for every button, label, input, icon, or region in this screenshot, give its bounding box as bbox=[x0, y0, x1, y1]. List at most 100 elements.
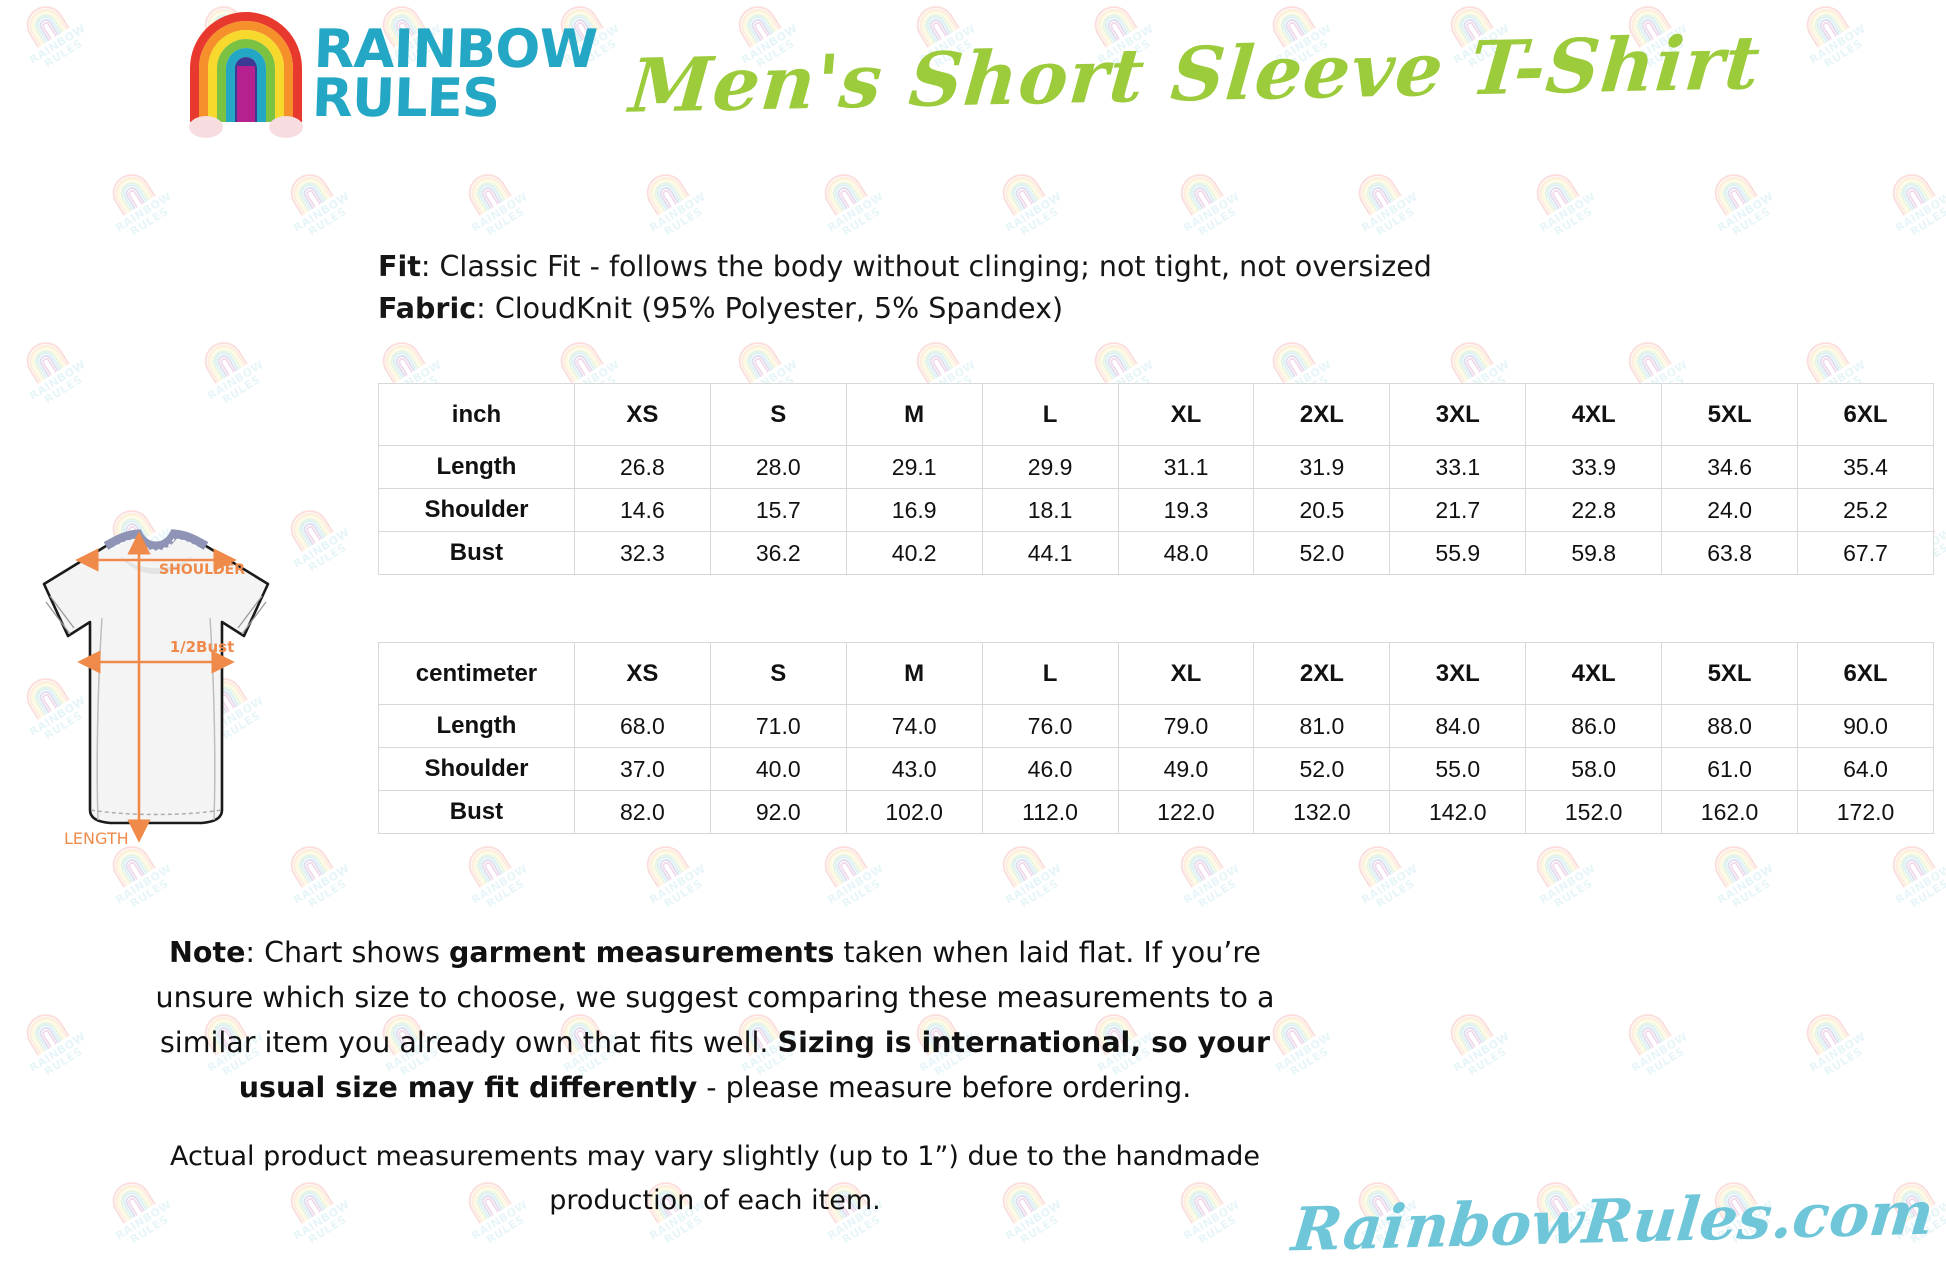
watermark-arc bbox=[1550, 860, 1568, 880]
watermark-arc bbox=[1725, 184, 1748, 210]
watermark-arc bbox=[571, 352, 594, 378]
watermark-arc bbox=[923, 349, 952, 379]
watermark-arc bbox=[999, 842, 1044, 887]
watermark-arc bbox=[304, 860, 322, 880]
watermark-arc bbox=[660, 188, 678, 208]
watermark-arc bbox=[1286, 356, 1304, 376]
watermark-arc bbox=[37, 1024, 60, 1050]
watermark-arc bbox=[475, 181, 504, 211]
product-intro: Fit: Classic Fit - follows the body with… bbox=[378, 246, 1432, 330]
table-size-header-4xl: 4XL bbox=[1525, 642, 1663, 705]
table-cell: 74.0 bbox=[845, 704, 983, 748]
watermark-arc bbox=[1896, 177, 1930, 212]
watermark-arc bbox=[999, 170, 1044, 215]
watermark-arc bbox=[33, 1021, 62, 1051]
watermark-arc bbox=[1725, 856, 1748, 882]
watermark-text-line2: RULES bbox=[1822, 1044, 1865, 1079]
table-row-label-shoulder: Shoulder bbox=[378, 747, 575, 791]
table-cell: 31.9 bbox=[1253, 445, 1391, 489]
table-cell: 34.6 bbox=[1661, 445, 1799, 489]
watermark-arc bbox=[916, 341, 956, 382]
watermark-rainbow-icon bbox=[196, 333, 249, 385]
watermark-arc bbox=[1265, 334, 1316, 384]
watermark-arc bbox=[215, 352, 238, 378]
watermark-text-line1: RAINBOW bbox=[27, 1029, 89, 1075]
tshirt-diagram: SHOULDER 1/2Bust LENGTH bbox=[42, 529, 270, 848]
table-cell: 46.0 bbox=[981, 747, 1119, 791]
watermark-arc bbox=[1087, 334, 1138, 384]
table-cell: 122.0 bbox=[1117, 790, 1255, 834]
watermark-arc bbox=[1820, 1028, 1838, 1048]
watermark-arc bbox=[824, 845, 864, 886]
bottom-hem bbox=[90, 809, 222, 816]
table-cell: 18.1 bbox=[981, 488, 1119, 532]
watermark-text-line1: RAINBOW bbox=[1181, 861, 1243, 907]
watermark-arc bbox=[745, 349, 774, 379]
table-cell: 112.0 bbox=[981, 790, 1119, 834]
watermark-text-line2: RULES bbox=[42, 1044, 85, 1079]
watermark-arc bbox=[1889, 842, 1934, 887]
watermark-arc bbox=[1550, 188, 1568, 208]
watermark-rainbow-icon bbox=[18, 333, 71, 385]
rainbow-arc-3 bbox=[207, 30, 284, 122]
watermark-arc bbox=[1625, 338, 1670, 383]
table-cell: 84.0 bbox=[1389, 704, 1527, 748]
watermark-arc bbox=[1457, 1021, 1486, 1051]
watermark-arc bbox=[1711, 170, 1756, 215]
watermark-arc bbox=[1009, 853, 1038, 883]
watermark-arc bbox=[1358, 173, 1398, 214]
watermark-rainbow-icon bbox=[104, 165, 157, 217]
watermark-arc bbox=[389, 349, 418, 379]
watermark-arc bbox=[817, 838, 868, 888]
watermark-arc bbox=[382, 341, 422, 382]
table-cell: 64.0 bbox=[1797, 747, 1934, 791]
watermark-arc bbox=[1194, 860, 1212, 880]
watermark-rainbow-icon bbox=[1442, 1005, 1495, 1057]
watermark-arc bbox=[1461, 1024, 1484, 1050]
side-seam-right bbox=[209, 617, 216, 821]
table-cell: 90.0 bbox=[1797, 704, 1934, 748]
table-row: Length 68.0 71.0 74.0 76.0 79.0 81.0 84.0 86.0 88… bbox=[378, 704, 1934, 748]
watermark-text-line1: RAINBOW bbox=[469, 189, 531, 235]
watermark-arc bbox=[1810, 1017, 1844, 1052]
table-size-header-5xl: 5XL bbox=[1661, 642, 1799, 705]
watermark-arc bbox=[472, 849, 506, 884]
watermark-arc bbox=[472, 177, 506, 212]
watermark-arc bbox=[1355, 842, 1400, 887]
rainbow-arc-7 bbox=[236, 66, 255, 122]
watermark-text-line1: RAINBOW bbox=[0, 176, 19, 249]
watermark-arc bbox=[1180, 845, 1220, 886]
table-cell: 142.0 bbox=[1389, 790, 1527, 834]
table-cell: 33.1 bbox=[1389, 445, 1527, 489]
watermark-arc bbox=[657, 184, 680, 210]
watermark-text-line1: RAINBOW bbox=[113, 189, 175, 235]
watermark-arc bbox=[1194, 188, 1212, 208]
watermark-arc bbox=[465, 170, 510, 215]
table-cell: 25.2 bbox=[1797, 488, 1934, 532]
watermark-arc bbox=[1091, 338, 1136, 383]
note-bold2: Sizing is international, so your usual s… bbox=[238, 1026, 1271, 1104]
watermark-text-line2: RULES bbox=[128, 204, 171, 239]
watermark-arc bbox=[283, 166, 334, 216]
watermark-arc bbox=[657, 856, 680, 882]
page-header: RAINBOW RULES Men's Short Sleeve T-Shirt bbox=[0, 0, 1946, 150]
watermark-arc bbox=[1635, 1021, 1664, 1051]
watermark-arc bbox=[646, 173, 686, 214]
watermark-arc bbox=[304, 188, 322, 208]
table-cell: 61.0 bbox=[1661, 747, 1799, 791]
watermark-arc bbox=[126, 188, 144, 208]
table-row: Shoulder 37.0 40.0 43.0 46.0 49.0 52.0 55.0 58.0… bbox=[378, 747, 1934, 791]
table-size-header-l: L bbox=[981, 383, 1119, 446]
watermark-arc bbox=[1098, 345, 1132, 380]
table-cell: 71.0 bbox=[709, 704, 847, 748]
watermark-arc bbox=[1899, 181, 1928, 211]
watermark-arc bbox=[396, 356, 414, 376]
watermark-arc bbox=[1810, 345, 1844, 380]
rainbow-arc-1 bbox=[189, 12, 302, 122]
watermark-arc bbox=[1639, 1024, 1662, 1050]
watermark-arc bbox=[1269, 338, 1314, 383]
watermark-arc bbox=[1187, 181, 1216, 211]
